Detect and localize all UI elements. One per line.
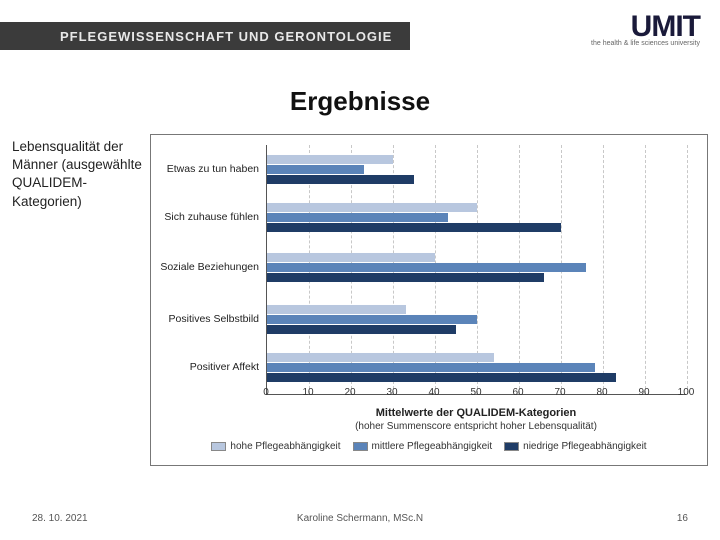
- category-label: Positiver Affekt: [149, 361, 259, 373]
- x-tick: 70: [554, 387, 565, 398]
- bar: [267, 363, 595, 372]
- header-bar: PFLEGEWISSENSCHAFT UND GERONTOLOGIE: [0, 22, 410, 50]
- bar: [267, 373, 616, 382]
- legend-swatch: [504, 442, 519, 451]
- bar: [267, 223, 561, 232]
- bar: [267, 273, 544, 282]
- footer-page: 16: [677, 513, 688, 524]
- legend-item: niedrige Pflegeabhängigkeit: [504, 441, 646, 452]
- bar: [267, 213, 448, 222]
- slide: PFLEGEWISSENSCHAFT UND GERONTOLOGIE UMIT…: [0, 0, 720, 540]
- logo-main: UMIT: [591, 10, 700, 44]
- x-tick: 90: [638, 387, 649, 398]
- legend-swatch: [211, 442, 226, 451]
- qualidem-chart: Mittelwerte der QUALIDEM-Kategorien (hoh…: [150, 134, 708, 466]
- logo-sub: the health & life sciences university: [591, 40, 700, 47]
- gridline: [603, 145, 604, 394]
- x-tick: 30: [386, 387, 397, 398]
- x-tick: 20: [344, 387, 355, 398]
- legend-label: niedrige Pflegeabhängigkeit: [523, 441, 646, 452]
- legend: hohe Pflegeabhängigkeit mittlere Pflegeab…: [151, 441, 707, 454]
- bar: [267, 305, 406, 314]
- bar: [267, 325, 456, 334]
- bar: [267, 203, 477, 212]
- x-tick: 10: [302, 387, 313, 398]
- page-title: Ergebnisse: [0, 86, 720, 117]
- side-caption: Lebensqualität der Männer (ausgewählte Q…: [12, 138, 142, 211]
- category-label: Soziale Beziehungen: [149, 261, 259, 273]
- x-tick: 50: [470, 387, 481, 398]
- bar: [267, 253, 435, 262]
- department-label: PFLEGEWISSENSCHAFT UND GERONTOLOGIE: [60, 29, 392, 44]
- bar: [267, 155, 393, 164]
- legend-label: mittlere Pflegeabhängigkeit: [372, 441, 493, 452]
- bar: [267, 165, 364, 174]
- x-axis-label: Mittelwerte der QUALIDEM-Kategorien: [266, 407, 686, 419]
- category-label: Sich zuhause fühlen: [149, 211, 259, 223]
- category-label: Etwas zu tun haben: [149, 163, 259, 175]
- legend-item: mittlere Pflegeabhängigkeit: [353, 441, 493, 452]
- bar: [267, 353, 494, 362]
- legend-item: hohe Pflegeabhängigkeit: [211, 441, 340, 452]
- category-label: Positives Selbstbild: [149, 313, 259, 325]
- gridline: [645, 145, 646, 394]
- x-tick: 60: [512, 387, 523, 398]
- x-tick: 0: [263, 387, 269, 398]
- bar: [267, 175, 414, 184]
- x-tick: 40: [428, 387, 439, 398]
- legend-swatch: [353, 442, 368, 451]
- footer-author: Karoline Schermann, MSc.N: [0, 513, 720, 524]
- logo: UMIT the health & life sciences universi…: [591, 10, 700, 47]
- legend-label: hohe Pflegeabhängigkeit: [230, 441, 340, 452]
- x-tick: 100: [678, 387, 695, 398]
- bar: [267, 315, 477, 324]
- x-axis-sublabel: (hoher Summenscore entspricht hoher Lebe…: [266, 421, 686, 432]
- bar: [267, 263, 586, 272]
- x-tick: 80: [596, 387, 607, 398]
- gridline: [687, 145, 688, 394]
- plot-area: [266, 145, 686, 395]
